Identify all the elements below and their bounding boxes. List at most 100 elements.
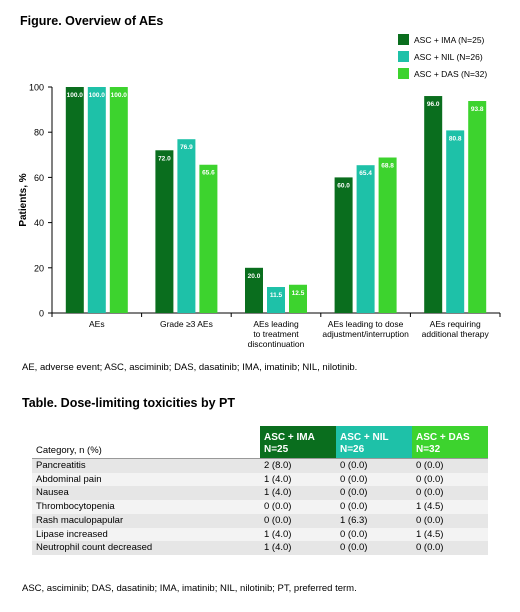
cell-asc-das: 0 (0.0) xyxy=(412,458,488,473)
bar-value-label: 12.5 xyxy=(292,290,305,297)
x-category-label: adjustment/interruption xyxy=(322,329,409,339)
bar-value-label: 68.8 xyxy=(381,163,394,170)
bar xyxy=(177,139,196,313)
bar xyxy=(334,177,353,313)
row-category: Abdominal pain xyxy=(32,472,260,487)
cell-asc-nil: 0 (0.0) xyxy=(336,472,412,487)
dlt-table: Category, n (%) ASC + IMA N=25 ASC + NIL… xyxy=(32,426,488,555)
cell-asc-das: 0 (0.0) xyxy=(412,513,488,528)
legend-swatch xyxy=(398,51,409,62)
bar-chart: 0 20 40 60 80 100 Patients, % 100.0 100.0 100.0 AE… xyxy=(18,34,501,349)
table-row: Thrombocytopenia 0 (0.0) 0 (0.0) 1 (4.5) xyxy=(32,500,488,514)
cell-asc-ima: 1 (4.0) xyxy=(260,486,336,501)
bar-value-label: 20.0 xyxy=(248,273,261,280)
group-name: ASC + DAS xyxy=(416,432,470,443)
bar-value-label: 60.0 xyxy=(337,182,350,189)
cell-asc-nil: 0 (0.0) xyxy=(336,458,412,473)
cell-asc-ima: 1 (4.0) xyxy=(260,541,336,555)
bar-value-label: 100.0 xyxy=(67,92,84,99)
bar-value-label: 96.0 xyxy=(427,101,440,108)
legend-swatch xyxy=(398,34,409,45)
cell-asc-nil: 0 (0.0) xyxy=(336,500,412,514)
group-n: N=26 xyxy=(340,444,365,455)
bar-value-label: 93.8 xyxy=(471,106,484,113)
cell-asc-das: 1 (4.5) xyxy=(412,500,488,514)
group-header-asc-das: ASC + DAS N=32 xyxy=(412,426,488,459)
bar xyxy=(245,267,263,313)
table-footnote: ASC, asciminib; DAS, dasatinib; IMA, ima… xyxy=(22,583,357,594)
cell-asc-das: 0 (0.0) xyxy=(412,541,488,555)
x-category-label: AEs leading to dose xyxy=(328,319,404,329)
figure-footnote: AE, adverse event; ASC, asciminib; DAS, … xyxy=(22,362,358,373)
y-axis-label: Patients, % xyxy=(18,173,29,226)
cell-asc-ima: 0 (0.0) xyxy=(260,500,336,514)
group-name: ASC + IMA xyxy=(264,432,315,443)
y-tick-label: 60 xyxy=(34,173,44,183)
bar xyxy=(87,87,106,313)
row-category: Neutrophil count decreased xyxy=(32,541,260,555)
x-category-label: AEs requiring xyxy=(430,319,481,329)
table-row: Nausea 1 (4.0) 0 (0.0) 0 (0.0) xyxy=(32,486,488,501)
table-row: Abdominal pain 1 (4.0) 0 (0.0) 0 (0.0) xyxy=(32,472,488,487)
legend-label: ASC + IMA (N=25) xyxy=(414,35,485,45)
y-tick-label: 100 xyxy=(29,83,44,93)
cell-asc-nil: 0 (0.0) xyxy=(336,486,412,501)
bar xyxy=(109,87,128,313)
bar xyxy=(155,150,174,313)
cell-asc-nil: 0 (0.0) xyxy=(336,527,412,542)
bar xyxy=(378,157,397,313)
x-category-label: to treatment xyxy=(253,329,299,339)
bar xyxy=(468,101,487,314)
bar xyxy=(199,164,218,313)
table-row: Lipase increased 1 (4.0) 0 (0.0) 1 (4.5) xyxy=(32,527,488,542)
x-category-label: discontinuation xyxy=(248,339,305,349)
legend-label: ASC + NIL (N=26) xyxy=(414,52,483,62)
bar-value-label: 72.0 xyxy=(158,155,171,162)
row-category: Thrombocytopenia xyxy=(32,500,260,514)
cell-asc-das: 0 (0.0) xyxy=(412,472,488,487)
legend-swatch xyxy=(398,68,409,79)
legend-label: ASC + DAS (N=32) xyxy=(414,69,487,79)
x-category-label: AEs leading xyxy=(253,319,299,329)
x-category-label: AEs xyxy=(89,319,105,329)
bar-value-label: 100.0 xyxy=(111,92,128,99)
row-category: Pancreatitis xyxy=(32,458,260,473)
bar-value-label: 11.5 xyxy=(270,292,283,299)
table-row: Rash maculopapular 0 (0.0) 1 (6.3) 0 (0.… xyxy=(32,513,488,528)
row-category: Rash maculopapular xyxy=(32,513,260,528)
group-n: N=25 xyxy=(264,444,289,455)
cell-asc-ima: 1 (4.0) xyxy=(260,472,336,487)
y-tick-label: 80 xyxy=(34,128,44,138)
group-name: ASC + NIL xyxy=(340,432,389,443)
bar-value-label: 65.6 xyxy=(202,170,215,177)
category-header: Category, n (%) xyxy=(36,445,102,456)
figure-title: Figure. Overview of AEs xyxy=(20,14,164,28)
y-tick-label: 0 xyxy=(39,309,44,319)
bar-value-label: 65.4 xyxy=(359,170,372,177)
cell-asc-ima: 0 (0.0) xyxy=(260,513,336,528)
y-tick-label: 40 xyxy=(34,218,44,228)
cell-asc-das: 0 (0.0) xyxy=(412,486,488,501)
table-row: Neutrophil count decreased 1 (4.0) 0 (0.… xyxy=(32,541,488,555)
bar xyxy=(267,287,285,313)
x-category-label: Grade ≥3 AEs xyxy=(160,319,213,329)
cell-asc-das: 1 (4.5) xyxy=(412,527,488,542)
bar xyxy=(424,96,443,313)
group-header-asc-nil: ASC + NIL N=26 xyxy=(336,426,412,459)
bar-value-label: 100.0 xyxy=(89,92,106,99)
bar-value-label: 80.8 xyxy=(449,135,462,142)
table-row: Pancreatitis 2 (8.0) 0 (0.0) 0 (0.0) xyxy=(32,458,488,473)
cell-asc-ima: 2 (8.0) xyxy=(260,458,336,473)
table-title: Table. Dose-limiting toxicities by PT xyxy=(22,396,236,410)
bar xyxy=(446,130,465,313)
bar xyxy=(289,284,307,313)
x-category-label: additional therapy xyxy=(422,329,490,339)
row-category: Lipase increased xyxy=(32,527,260,542)
bar-value-label: 76.9 xyxy=(180,144,193,151)
bar xyxy=(65,87,84,313)
cell-asc-nil: 0 (0.0) xyxy=(336,541,412,555)
table-header-row: Category, n (%) ASC + IMA N=25 ASC + NIL… xyxy=(32,426,488,459)
cell-asc-nil: 1 (6.3) xyxy=(336,513,412,528)
cell-asc-ima: 1 (4.0) xyxy=(260,527,336,542)
row-category: Nausea xyxy=(32,486,260,501)
